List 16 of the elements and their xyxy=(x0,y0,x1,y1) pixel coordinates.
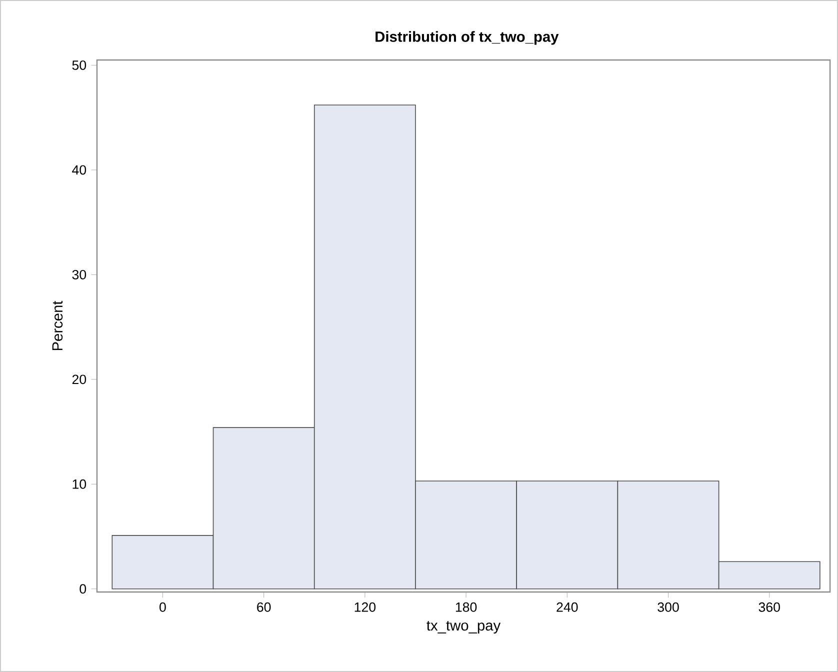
y-tick-label: 0 xyxy=(80,584,86,594)
y-tick-label: 50 xyxy=(72,60,86,70)
x-tick-label: 360 xyxy=(758,602,780,612)
y-axis-title: Percent xyxy=(52,300,63,350)
y-tick-label: 40 xyxy=(72,165,86,175)
y-tick-label: 20 xyxy=(72,374,86,384)
x-tick-label: 300 xyxy=(658,602,679,612)
y-tick-label: 10 xyxy=(72,479,86,489)
x-tick-label: 60 xyxy=(257,602,271,612)
x-axis-title: tx_two_pay xyxy=(426,621,501,634)
chart-title: Distribution of tx_two_pay xyxy=(376,31,559,45)
x-tick-label: 0 xyxy=(160,602,166,612)
x-tick-label: 120 xyxy=(354,602,376,612)
y-tick-label: 30 xyxy=(72,270,86,280)
x-tick-label: 180 xyxy=(456,602,477,612)
x-tick-label: 240 xyxy=(556,602,578,612)
